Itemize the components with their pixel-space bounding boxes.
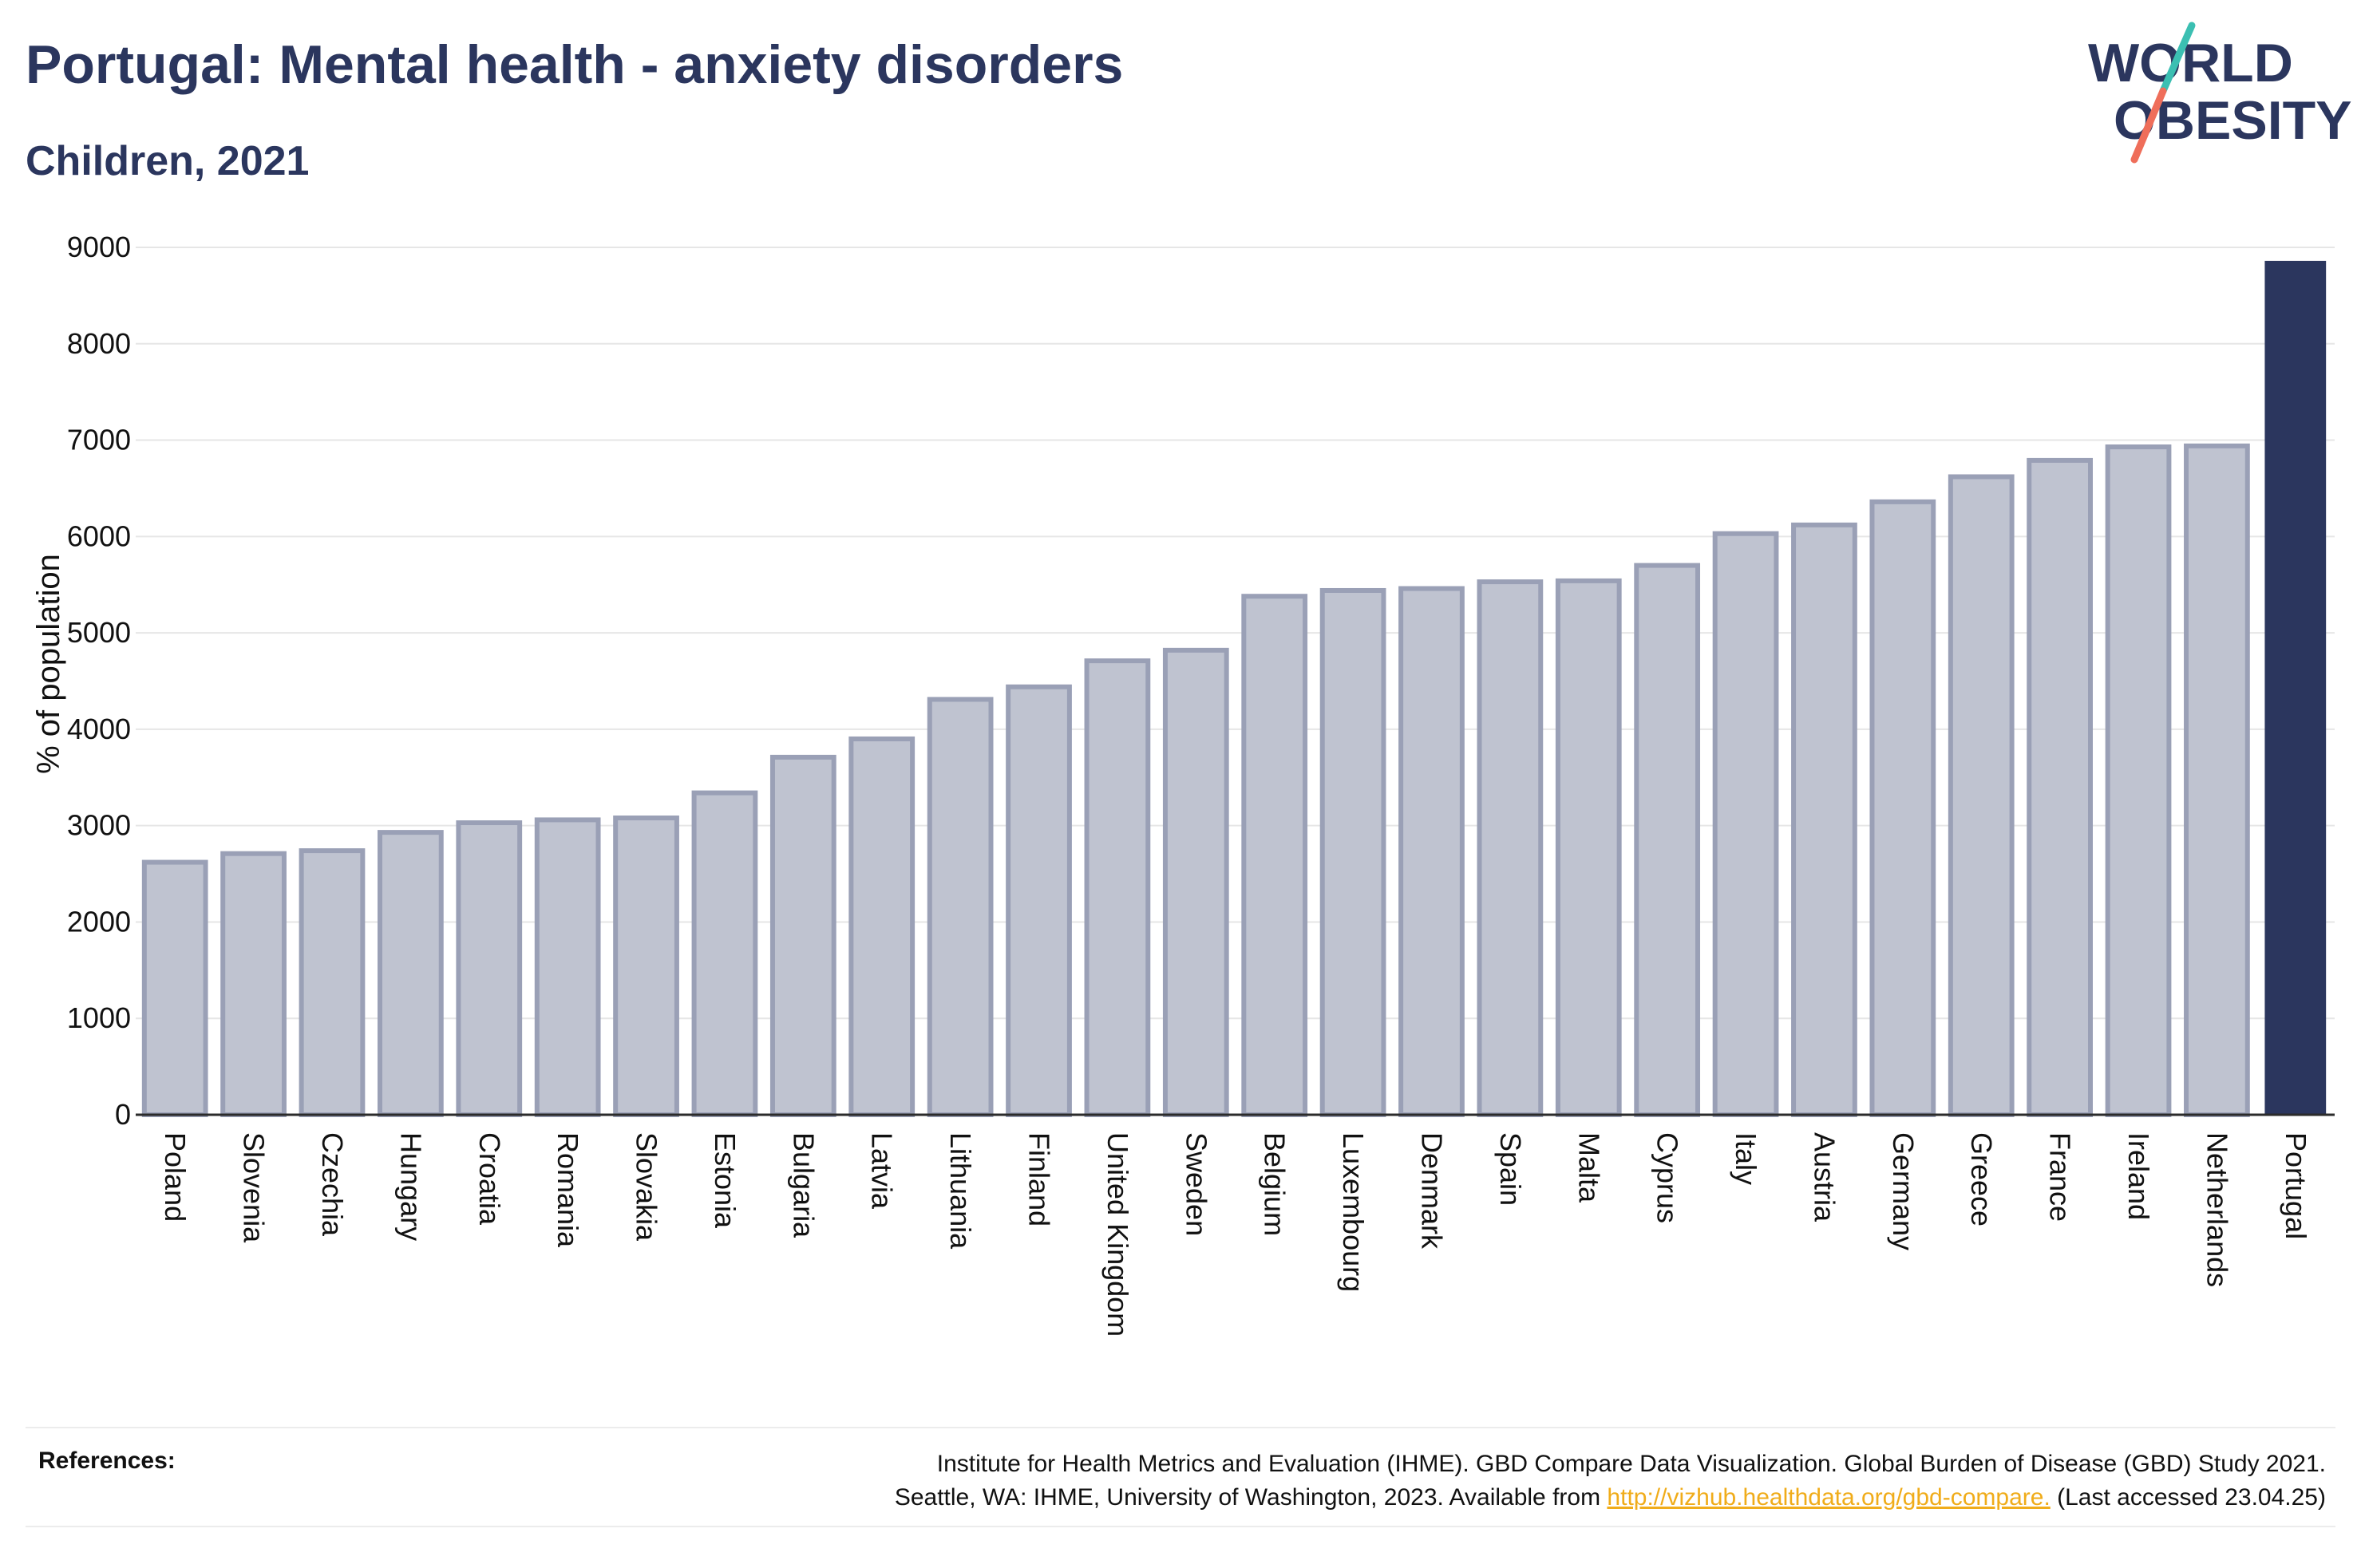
bar-france <box>2027 457 2093 1117</box>
references-text: Institute for Health Metrics and Evaluat… <box>895 1448 2326 1515</box>
x-tick-label: Italy <box>1730 1132 1762 1185</box>
bar-spain <box>1477 579 1544 1117</box>
references-line-2-suffix: (Last accessed 23.04.25) <box>2050 1484 2326 1511</box>
bar-united-kingdom <box>1084 658 1151 1117</box>
bar-netherlands <box>2184 443 2250 1117</box>
bar-ireland <box>2105 444 2172 1117</box>
x-tick-label: Latvia <box>866 1132 899 1210</box>
bar-czechia <box>299 848 366 1117</box>
x-tick-label: Hungary <box>394 1132 427 1241</box>
chart-subtitle: Children, 2021 <box>26 138 310 184</box>
bar-austria <box>1791 522 1857 1117</box>
bar-malta <box>1555 578 1622 1117</box>
bar-bulgaria <box>769 754 836 1117</box>
x-tick-label: United Kingdom <box>1101 1132 1134 1337</box>
bar-denmark <box>1398 586 1465 1117</box>
x-tick-label: Austria <box>1808 1132 1841 1222</box>
bar-estonia <box>691 790 758 1117</box>
y-tick-label: 0 <box>115 1098 131 1131</box>
references-line-1: Institute for Health Metrics and Evaluat… <box>936 1451 2326 1477</box>
x-tick-label: Sweden <box>1180 1132 1212 1236</box>
bar-chart: 0 1000 2000 3000 4000 5000 6000 7000 8000 9000 Po… <box>31 231 2335 1337</box>
bars <box>141 260 2327 1118</box>
x-tick-label: Denmark <box>1415 1132 1448 1250</box>
x-tick-label: Slovakia <box>631 1132 663 1242</box>
logo-slash-bottom <box>2130 87 2167 164</box>
references-link[interactable]: http://vizhub.healthdata.org/gbd-compare… <box>1607 1484 2051 1511</box>
x-tick-label: Luxembourg <box>1337 1132 1370 1292</box>
bar-romania <box>534 817 601 1118</box>
bar-sweden <box>1162 647 1229 1117</box>
references-line-2: Seattle, WA: IHME, University of Washing… <box>895 1481 2326 1515</box>
x-tick-label: Romania <box>552 1132 584 1248</box>
bar-portugal <box>2264 260 2327 1115</box>
y-tick-label: 7000 <box>67 424 131 456</box>
bar-croatia <box>456 820 523 1117</box>
y-axis-label: % of population <box>31 554 66 774</box>
x-tick-label: Poland <box>159 1132 192 1222</box>
y-tick-label: 8000 <box>67 327 131 360</box>
bar-slovakia <box>613 816 679 1117</box>
x-tick-label: Slovenia <box>238 1132 271 1243</box>
x-tick-label: Greece <box>1965 1132 1998 1226</box>
bar-latvia <box>848 736 916 1117</box>
bar-poland <box>141 859 208 1118</box>
y-tick-label: 2000 <box>67 905 131 938</box>
bar-finland <box>1006 684 1072 1117</box>
bar-belgium <box>1241 594 1308 1117</box>
x-tick-label: Spain <box>1494 1132 1527 1206</box>
y-tick-label: 1000 <box>67 1001 131 1034</box>
x-tick-label: Ireland <box>2122 1132 2155 1220</box>
logo-text-world: WORLD <box>2088 33 2293 93</box>
references-label: References: <box>38 1448 176 1474</box>
bar-germany <box>1869 499 1936 1117</box>
x-tick-label: Bulgaria <box>787 1132 820 1238</box>
references-line-2-prefix: Seattle, WA: IHME, University of Washing… <box>894 1484 1608 1511</box>
y-tick-label: 9000 <box>67 231 131 263</box>
chart-title: Portugal: Mental health - anxiety disord… <box>26 34 1124 95</box>
category-labels: Poland Slovenia Czechia Hungary Croatia Roman… <box>159 1132 2312 1337</box>
bar-greece <box>1948 474 2015 1117</box>
bar-lithuania <box>927 697 994 1117</box>
y-axis-ticks: 0 1000 2000 3000 4000 5000 6000 7000 8000 9000 <box>67 231 131 1131</box>
y-tick-label: 3000 <box>67 809 131 842</box>
x-tick-label: Czechia <box>316 1132 349 1237</box>
x-tick-label: Belgium <box>1259 1132 1291 1236</box>
bar-luxembourg <box>1319 587 1386 1117</box>
bar-slovenia <box>220 851 287 1118</box>
world-obesity-logo: WORLD OBESITY <box>2088 22 2352 164</box>
x-tick-label: Lithuania <box>944 1132 977 1250</box>
x-tick-label: Malta <box>1572 1132 1605 1203</box>
x-tick-label: Finland <box>1023 1132 1056 1226</box>
y-tick-label: 5000 <box>67 616 131 649</box>
references-panel: References: Institute for Health Metrics… <box>26 1427 2335 1527</box>
x-tick-label: Cyprus <box>1651 1132 1684 1223</box>
y-tick-label: 4000 <box>67 713 131 745</box>
x-tick-label: Netherlands <box>2201 1132 2233 1287</box>
x-tick-label: Germany <box>1887 1132 1920 1250</box>
bar-italy <box>1712 531 1779 1117</box>
x-tick-label: Portugal <box>2280 1132 2312 1239</box>
y-tick-label: 6000 <box>67 519 131 552</box>
bar-hungary <box>378 830 444 1117</box>
x-tick-label: France <box>2044 1132 2077 1222</box>
logo-slash-top <box>2159 22 2196 95</box>
bar-cyprus <box>1634 563 1701 1117</box>
x-tick-label: Croatia <box>473 1132 506 1226</box>
x-tick-label: Estonia <box>709 1132 742 1229</box>
